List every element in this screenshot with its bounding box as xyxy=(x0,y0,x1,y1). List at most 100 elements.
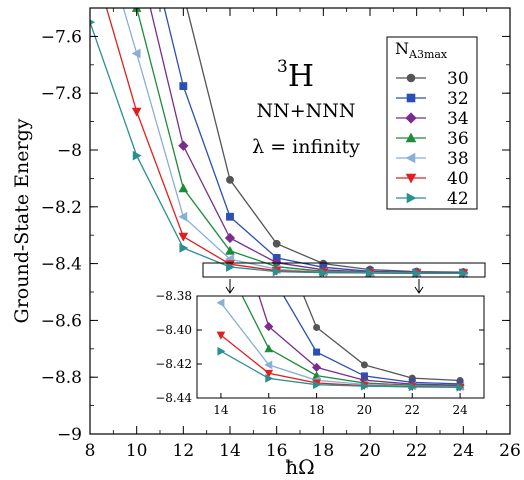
zoom-arrow-right xyxy=(414,279,424,294)
main-axes: 8 10 12 14 16 18 20 22 24 26 −7.6 −7.8 −8 −8.2 −8.4 −8.… xyxy=(41,7,521,461)
main-point-42-24 xyxy=(459,268,469,279)
main-point-42-12 xyxy=(179,243,189,253)
legend-box xyxy=(386,36,478,210)
main-y-tick-label--8.8: −8.8 xyxy=(41,368,82,388)
main-y-tick-label--9: −9 xyxy=(57,425,82,445)
lambda-label: λ = infinity xyxy=(252,136,360,158)
main-point-42-16 xyxy=(272,266,282,277)
legend-title: NA3max xyxy=(395,39,448,61)
main-point-38-12 xyxy=(178,211,188,222)
legend-entry-40: 40 xyxy=(396,169,469,189)
main-y-tick-label--8.4: −8.4 xyxy=(41,255,82,275)
inset-point-34-16 xyxy=(264,322,274,332)
main-x-tick-label-12: 12 xyxy=(173,441,195,461)
nucleus-symbol: H xyxy=(288,59,314,94)
inset-y-tick-label--8.38: −8.38 xyxy=(155,289,192,303)
main-point-42-20 xyxy=(366,268,375,278)
inset-x-tick-label-18: 18 xyxy=(309,403,324,417)
main-y-tick-label--8.6: −8.6 xyxy=(41,311,82,331)
interaction-label: NN+NNN xyxy=(256,100,355,122)
main-point-42-18 xyxy=(319,267,329,278)
inset-point-42-18 xyxy=(313,380,322,390)
legend-marker-38 xyxy=(405,152,416,164)
inset-y-tick-label--8.44: −8.44 xyxy=(155,391,192,405)
inset-x-tick-label-20: 20 xyxy=(357,403,372,417)
inset-x-tick-label-24: 24 xyxy=(452,403,468,417)
main-point-42-22 xyxy=(412,268,422,279)
inset-point-42-20 xyxy=(360,381,369,391)
main-point-40-12 xyxy=(178,232,189,242)
inset-point-38-16 xyxy=(264,360,273,370)
main-series-group xyxy=(90,8,469,279)
inset-point-30-18 xyxy=(313,323,321,331)
y-axis-label: Ground-State Energy xyxy=(11,118,33,323)
main-x-tick-label-20: 20 xyxy=(359,441,381,461)
inset-point-36-16 xyxy=(264,344,274,353)
legend-label-36: 36 xyxy=(447,129,469,149)
main-point-36-12 xyxy=(178,183,189,193)
legend-marker-30 xyxy=(406,73,416,83)
inset-point-38-14 xyxy=(216,298,225,308)
inset-point-42-16 xyxy=(265,374,274,383)
x-axis-label: ħΩ xyxy=(285,455,314,479)
inset-point-34-14 xyxy=(217,173,225,181)
legend-entry-38: 38 xyxy=(396,149,469,169)
main-x-tick-label-16: 16 xyxy=(266,441,288,461)
legend-marker-42 xyxy=(406,192,417,204)
legend-label-38: 38 xyxy=(447,149,469,169)
main-point-32-14 xyxy=(226,212,234,221)
main-x-tick-label-18: 18 xyxy=(313,441,335,461)
inset-point-42-14 xyxy=(217,346,226,356)
legend-label-30: 30 xyxy=(447,69,469,89)
inset-series-line-30 xyxy=(303,296,461,382)
main-point-38-10 xyxy=(131,48,141,59)
main-x-tick-label-10: 10 xyxy=(126,441,148,461)
legend-title-sub: A3max xyxy=(408,48,448,61)
inset-point-32-14 xyxy=(218,46,224,52)
main-y-tick-label--7.8: −7.8 xyxy=(41,84,82,104)
inset-point-42-22 xyxy=(408,382,417,392)
main-point-30-16 xyxy=(272,239,281,248)
main-y-tick-label--8: −8 xyxy=(57,141,82,161)
inset-point-40-16 xyxy=(264,369,274,378)
legend-entry-42: 42 xyxy=(396,189,469,209)
legend-label-32: 32 xyxy=(447,89,469,109)
legend-entry-30: 30 xyxy=(396,69,469,89)
main-point-32-12 xyxy=(179,82,188,90)
inset-series-line-32 xyxy=(282,296,461,385)
inset-axes: 14 16 18 20 22 24 −8.38 −8.40 −8.42 −8.44 xyxy=(155,289,484,417)
inset-series-line-42 xyxy=(220,350,461,388)
nucleus-label: 3H xyxy=(277,57,314,94)
inset-point-32-18 xyxy=(313,348,321,356)
inset-point-30-16 xyxy=(266,208,272,214)
main-point-34-12 xyxy=(178,140,189,151)
main-x-tick-label-22: 22 xyxy=(406,441,428,461)
legend-entry-34: 34 xyxy=(396,109,469,129)
legend-marker-36 xyxy=(405,132,417,143)
legend-label-34: 34 xyxy=(447,109,469,129)
legend-entry-36: 36 xyxy=(396,129,469,149)
zoom-region-box xyxy=(202,262,486,278)
legend-marker-40 xyxy=(405,173,417,184)
inset-point-30-20 xyxy=(360,361,368,369)
inset-y-tick-label--8.42: −8.42 xyxy=(155,357,192,371)
main-x-tick-label-8: 8 xyxy=(85,441,96,461)
main-y-tick-label--8.2: −8.2 xyxy=(41,198,82,218)
main-x-tick-label-26: 26 xyxy=(499,441,521,461)
inset-x-tick-label-16: 16 xyxy=(261,403,276,417)
inset-background xyxy=(197,296,484,398)
inset-x-tick-label-14: 14 xyxy=(213,403,229,417)
inset-series-line-36 xyxy=(241,296,461,387)
legend-marker-32 xyxy=(406,93,416,103)
inset-series-line-34 xyxy=(258,296,461,386)
legend-title-main: N xyxy=(395,39,409,58)
legend-label-42: 42 xyxy=(447,189,469,209)
main-x-tick-label-24: 24 xyxy=(453,441,475,461)
main-point-36-14 xyxy=(225,245,235,255)
nucleus-mass-number: 3 xyxy=(277,57,288,77)
inset-y-tick-label--8.40: −8.40 xyxy=(155,323,192,337)
main-x-tick-label-14: 14 xyxy=(219,441,241,461)
